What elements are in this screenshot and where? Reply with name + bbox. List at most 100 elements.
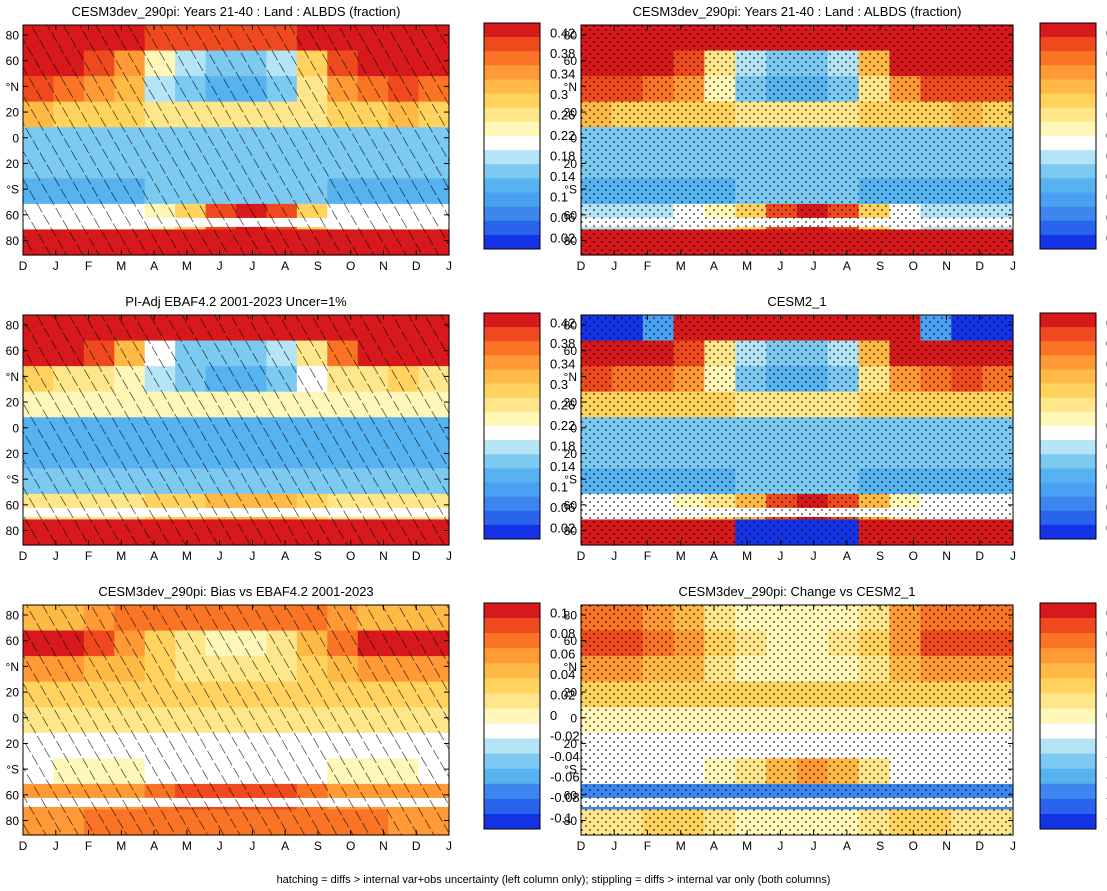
panel-title: CESM3dev_290pi: Change vs CESM2_1 xyxy=(678,584,915,599)
x-tick-label: N xyxy=(379,839,388,853)
stipple-overlay xyxy=(581,315,1013,545)
x-tick-label: O xyxy=(346,549,355,563)
colorbar-swatch xyxy=(484,468,540,483)
x-tick-label: M xyxy=(742,259,752,273)
y-tick-label: °S xyxy=(6,183,19,197)
colorbar-swatch xyxy=(484,51,540,66)
colorbar-swatch xyxy=(1040,93,1096,109)
colorbar-swatch xyxy=(1040,37,1096,52)
y-tick-label: 20 xyxy=(6,157,20,171)
colorbar-swatch xyxy=(484,164,540,179)
x-tick-label: F xyxy=(85,839,92,853)
y-tick-label: 80 xyxy=(564,814,578,828)
colorbar-swatch xyxy=(1040,468,1096,483)
y-tick-label: 60 xyxy=(564,344,578,358)
x-tick-label: M xyxy=(182,259,192,273)
x-tick-label: J xyxy=(777,549,783,563)
x-tick-label: A xyxy=(843,839,851,853)
colorbar-3: 0.42 0.38 0.34 0.3 0.26 0.22 0.18 0.14 0.1 0.06 0.… xyxy=(483,312,575,540)
x-tick-label: D xyxy=(412,259,421,273)
colorbar-swatch xyxy=(484,178,540,193)
y-tick-label: 20 xyxy=(564,106,578,120)
x-tick-label: M xyxy=(116,839,126,853)
x-tick-label: A xyxy=(281,839,289,853)
colorbar-label: 0.38 xyxy=(550,336,575,351)
colorbar-swatch xyxy=(1040,663,1096,679)
colorbar-swatch xyxy=(484,798,540,815)
colorbar-swatch xyxy=(484,708,540,724)
x-tick-label: A xyxy=(843,259,851,273)
x-tick-label: S xyxy=(876,259,884,273)
colorbar-label: 0.06 xyxy=(550,500,575,515)
y-tick-label: 60 xyxy=(6,54,20,68)
colorbar-label: 0.06 xyxy=(550,646,575,661)
x-tick-label: J xyxy=(217,259,223,273)
colorbar-swatch xyxy=(484,678,540,694)
colorbar-swatch xyxy=(484,327,540,342)
colorbar-swatch xyxy=(484,65,540,80)
colorbar-label: 0.02 xyxy=(550,521,575,536)
colorbar-label: 0.14 xyxy=(550,169,575,184)
colorbar-swatch xyxy=(1040,355,1096,370)
colorbar-label: -0.04 xyxy=(550,749,580,764)
x-tick-label: J xyxy=(777,839,783,853)
panel-title: CESM2_1 xyxy=(767,294,826,309)
colorbar-label: 0.14 xyxy=(550,459,575,474)
x-tick-label: J xyxy=(217,839,223,853)
x-tick-label: M xyxy=(116,259,126,273)
colorbar-swatch xyxy=(1040,164,1096,179)
colorbar-label: -0.02 xyxy=(550,729,580,744)
x-tick-label: D xyxy=(975,549,984,563)
x-tick-label: A xyxy=(710,839,718,853)
colorbar-label: 0.22 xyxy=(550,418,575,433)
x-tick-label: J xyxy=(249,549,255,563)
colorbar-label: 0.34 xyxy=(550,356,575,371)
colorbar-swatch xyxy=(1040,411,1096,427)
x-tick-label: O xyxy=(909,259,918,273)
x-tick-label: F xyxy=(85,259,92,273)
x-tick-label: F xyxy=(644,839,651,853)
y-tick-label: 80 xyxy=(564,234,578,248)
colorbar-swatch xyxy=(1040,383,1096,399)
colorbar-swatch xyxy=(484,482,540,497)
colorbar-swatch xyxy=(1040,768,1096,785)
x-tick-label: J xyxy=(249,839,255,853)
colorbar-swatch xyxy=(1040,618,1096,634)
panel-title: CESM3dev_290pi: Years 21-40 : Land : ALB… xyxy=(633,4,962,19)
y-tick-label: °N xyxy=(564,660,577,674)
x-tick-label: J xyxy=(811,549,817,563)
hatch-overlay xyxy=(23,25,449,255)
colorbar-label: 0.3 xyxy=(550,377,568,392)
x-tick-label: J xyxy=(1010,549,1016,563)
colorbar-6: 0.10.080.060.040.020-0.02-0.04-0.06-0.08… xyxy=(1039,602,1107,830)
x-tick-label: M xyxy=(116,549,126,563)
colorbar-swatch xyxy=(1040,798,1096,815)
colorbar-swatch xyxy=(1040,23,1096,38)
colorbar-swatch xyxy=(484,454,540,469)
y-tick-label: 0 xyxy=(12,711,19,725)
x-tick-label: J xyxy=(53,839,59,853)
y-tick-label: 60 xyxy=(564,54,578,68)
x-tick-label: M xyxy=(676,839,686,853)
y-tick-label: 80 xyxy=(564,29,578,43)
y-tick-label: 80 xyxy=(6,319,20,333)
colorbar-swatch xyxy=(1040,693,1096,709)
y-tick-label: 20 xyxy=(564,447,578,461)
plot-frame xyxy=(580,604,1014,836)
colorbar-label: 0.26 xyxy=(550,107,575,122)
x-tick-label: N xyxy=(942,839,951,853)
y-tick-label: 0 xyxy=(570,421,577,435)
panel-title: PI-Adj EBAF4.2 2001-2023 Uncer=1% xyxy=(125,294,347,309)
colorbar-swatch xyxy=(484,753,540,770)
stipple-overlay xyxy=(581,605,1013,835)
x-tick-label: F xyxy=(644,259,651,273)
colorbar-swatch xyxy=(1040,341,1096,356)
colorbar-swatch xyxy=(1040,496,1096,512)
colorbar-swatch xyxy=(484,37,540,52)
colorbar-label: 0.08 xyxy=(550,626,575,641)
colorbar-swatch xyxy=(484,496,540,512)
y-tick-label: 20 xyxy=(6,737,20,751)
colorbar-swatch xyxy=(484,693,540,709)
colorbar-4: 0.420.380.340.30.260.220.180.140.10.060.… xyxy=(1039,312,1107,540)
colorbar-swatch xyxy=(484,355,540,370)
